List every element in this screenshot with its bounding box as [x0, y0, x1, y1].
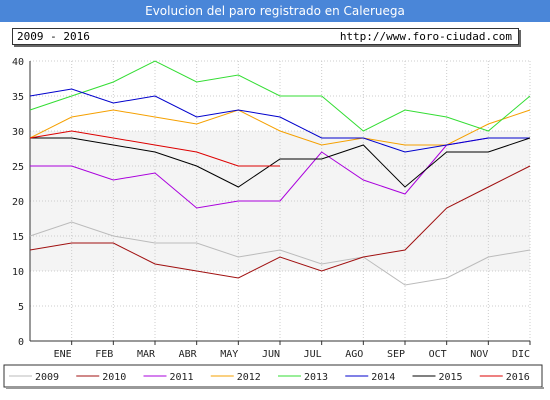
- chart-title: Evolucion del paro registrado en Calerue…: [145, 4, 405, 18]
- x-tick-label: JUN: [262, 349, 280, 360]
- legend-shadow: [6, 387, 544, 389]
- legend-label-2012: 2012: [237, 372, 261, 383]
- y-tick-label: 20: [12, 197, 24, 208]
- title-bar: Evolucion del paro registrado en Calerue…: [0, 0, 550, 22]
- legend-label-2016: 2016: [506, 372, 530, 383]
- y-tick-label: 25: [12, 162, 24, 173]
- x-tick-label: MAY: [220, 349, 238, 360]
- x-tick-label: JUL: [304, 349, 322, 360]
- x-tick-label: DIC: [512, 349, 530, 360]
- year-range-label: 2009 - 2016: [17, 30, 90, 43]
- series-line-2013: [29, 60, 531, 132]
- legend-label-2015: 2015: [439, 372, 463, 383]
- series-line-2015: [30, 137, 531, 188]
- x-tick-label: NOV: [470, 349, 488, 360]
- series-line-2016: [29, 130, 280, 167]
- legend-label-2014: 2014: [371, 372, 395, 383]
- info-box: 2009 - 2016 http://www.foro-ciudad.com: [12, 28, 519, 45]
- legend-label-2011: 2011: [170, 372, 194, 383]
- legend-label-2013: 2013: [304, 372, 328, 383]
- y-tick-label: 10: [12, 267, 24, 278]
- x-tick-label: SEP: [387, 349, 405, 360]
- legend-label-2009: 2009: [35, 372, 59, 383]
- y-tick-label: 15: [12, 232, 24, 243]
- y-tick-label: 35: [12, 92, 24, 103]
- x-tick-label: AGO: [345, 349, 363, 360]
- y-tick-label: 40: [12, 57, 24, 68]
- series-line-2009: [29, 221, 531, 286]
- x-tick-label: MAR: [137, 349, 156, 360]
- x-tick-label: ENE: [54, 349, 72, 360]
- y-tick-label: 30: [12, 127, 24, 138]
- series-line-2014: [29, 88, 530, 153]
- y-tick-label: 0: [18, 337, 24, 348]
- legend-label-2010: 2010: [102, 372, 126, 383]
- website-url-label[interactable]: http://www.foro-ciudad.com: [339, 30, 512, 43]
- x-tick-label: FEB: [95, 349, 113, 360]
- x-tick-label: ABR: [179, 349, 198, 360]
- series-line-2010: [29, 165, 531, 279]
- y-tick-label: 5: [18, 302, 24, 313]
- x-tick-label: OCT: [429, 349, 447, 360]
